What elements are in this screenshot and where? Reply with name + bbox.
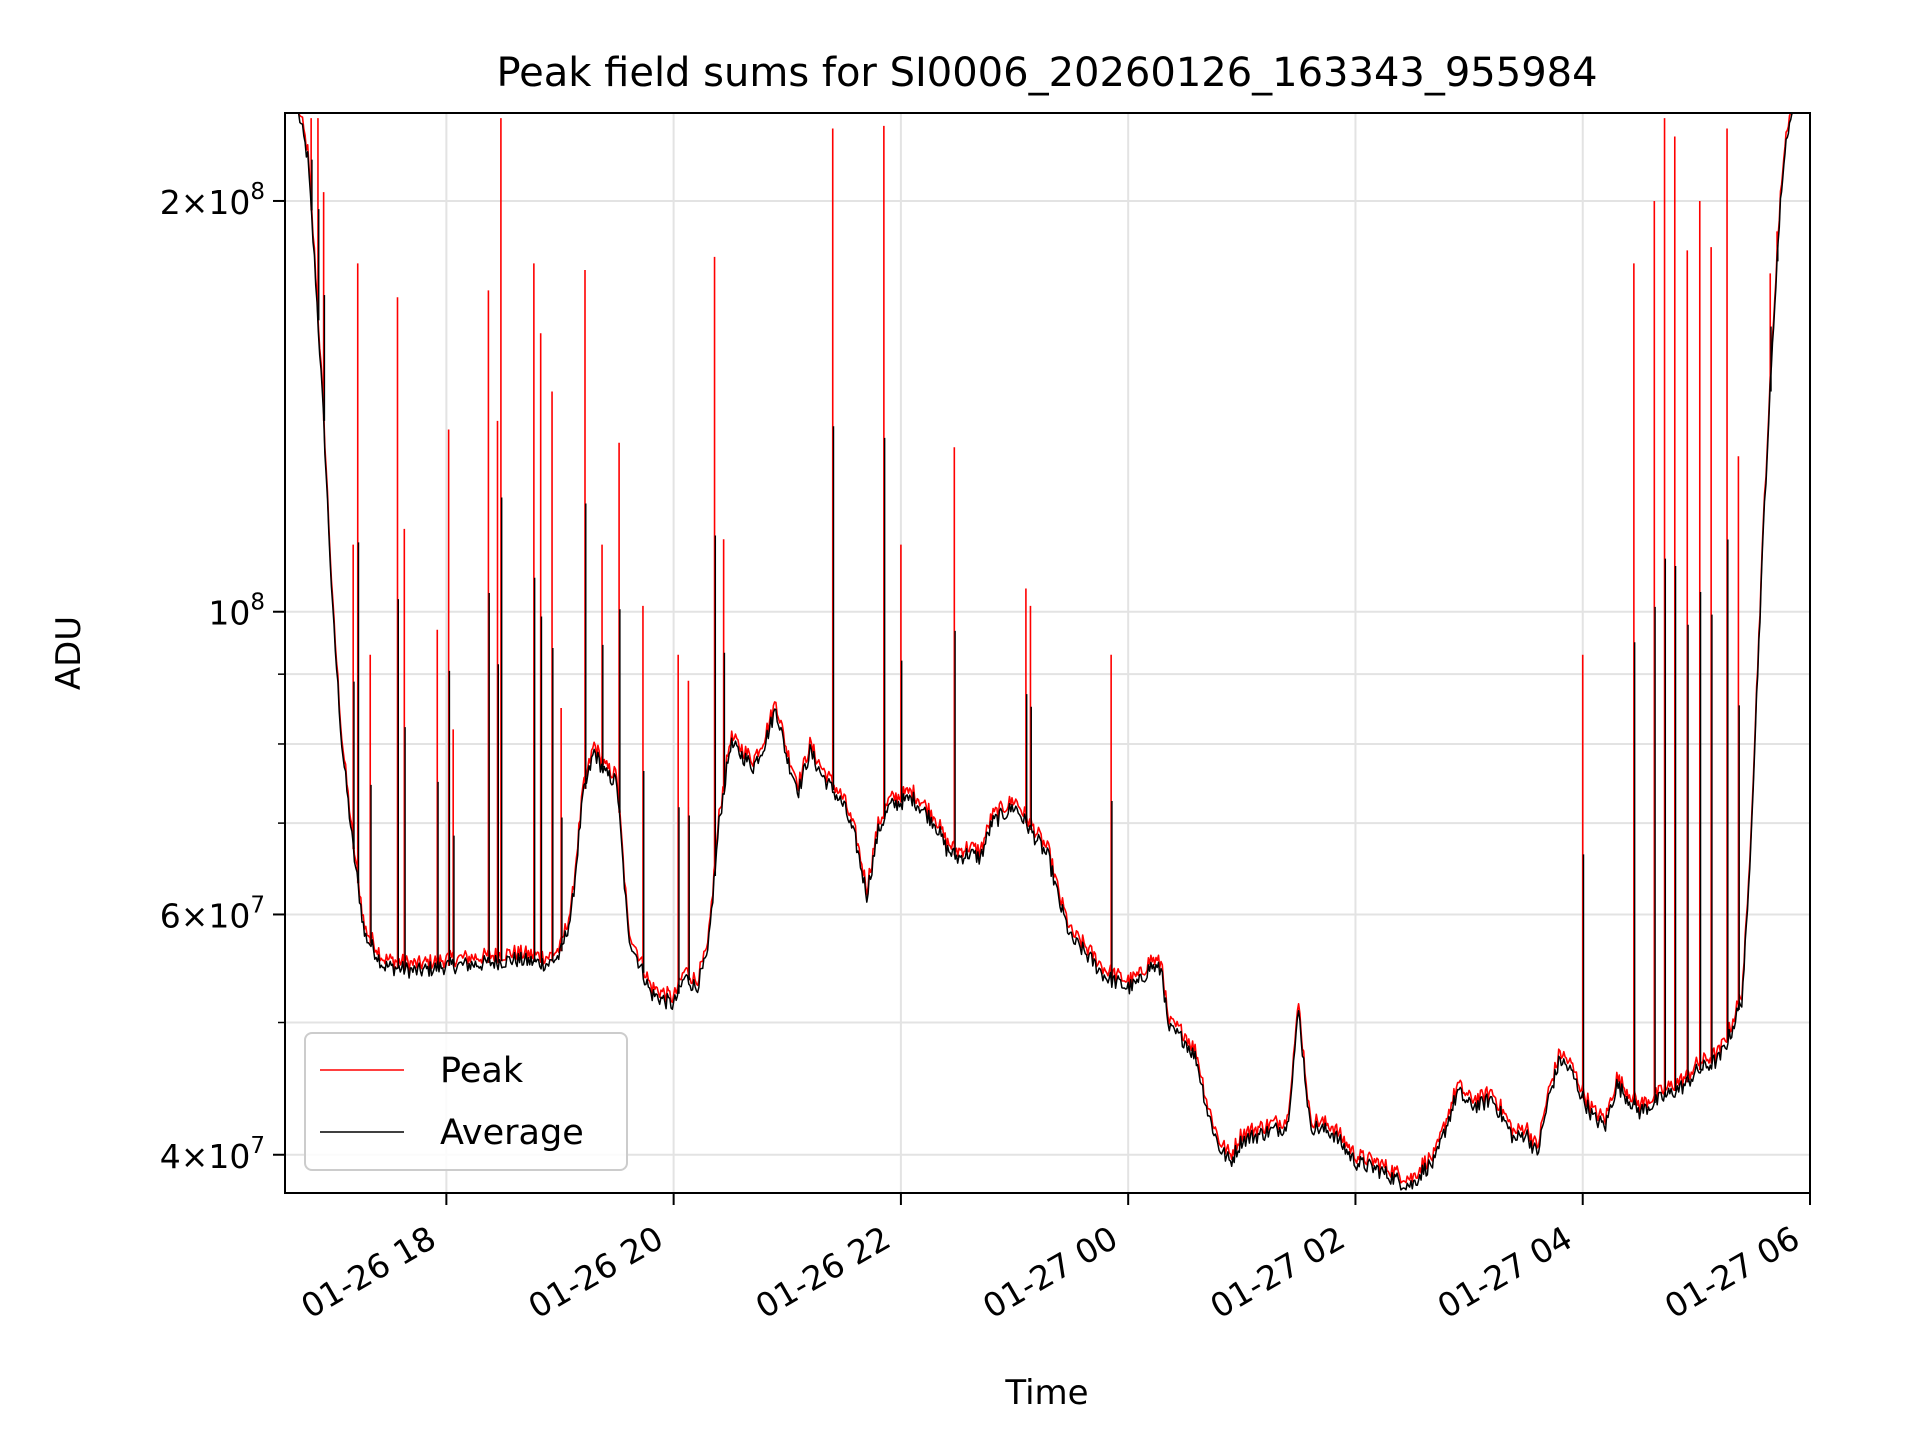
y-tick-label: 108 bbox=[208, 590, 265, 633]
plot-frame bbox=[284, 112, 1811, 1194]
y-tick-label: 2×108 bbox=[160, 179, 265, 222]
legend-peak-label: Peak bbox=[440, 1051, 524, 1091]
average-series-line bbox=[285, 113, 1810, 1191]
y-tick-exponent: 8 bbox=[250, 179, 265, 205]
y-tick-base: 4×10 bbox=[160, 1137, 251, 1176]
y-tick-label: 6×107 bbox=[160, 892, 265, 935]
plot-area bbox=[285, 113, 1810, 1191]
y-axis-label: ADU bbox=[49, 616, 89, 690]
y-tick-exponent: 7 bbox=[250, 1133, 265, 1159]
legend-box bbox=[304, 1032, 628, 1171]
chart-title: Peak field sums for SI0006_20260126_1633… bbox=[496, 50, 1597, 96]
legend: Peak Average bbox=[304, 1032, 628, 1171]
x-axis-label: Time bbox=[1004, 1373, 1088, 1413]
grid-lines bbox=[285, 113, 1811, 1193]
series-layer bbox=[285, 113, 1810, 1191]
y-tick-base: 10 bbox=[208, 594, 250, 633]
y-tick-base: 6×10 bbox=[160, 896, 251, 935]
y-tick-exponent: 8 bbox=[250, 590, 265, 616]
y-tick-base: 2×10 bbox=[160, 183, 251, 222]
legend-average-label: Average bbox=[440, 1113, 584, 1153]
y-tick-label: 4×107 bbox=[160, 1133, 265, 1176]
y-tick-exponent: 7 bbox=[250, 892, 265, 918]
